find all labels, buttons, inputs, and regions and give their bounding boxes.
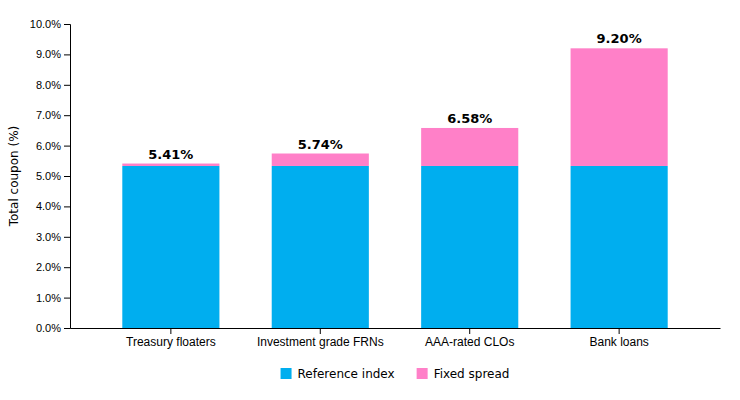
bar-segment <box>272 154 369 166</box>
y-tick-mark <box>64 237 70 238</box>
y-axis: 0.0% 1.0% 2.0% 3.0% 4.0% 5.0% 6.0% 7.0% 8.0% 9.0%… <box>30 18 71 334</box>
x-tick: Treasury floaters <box>126 328 216 349</box>
y-tick-label: 3.0% <box>36 231 61 243</box>
y-tick-mark <box>64 115 70 116</box>
y-tick: 1.0% <box>36 292 70 304</box>
y-tick-mark <box>64 267 70 268</box>
bar-series <box>122 166 667 328</box>
bar-segment <box>272 166 369 328</box>
bar-segment <box>122 164 219 166</box>
y-tick-mark <box>64 328 70 329</box>
legend-item: Fixed spread <box>417 367 510 381</box>
y-tick-mark <box>64 298 70 299</box>
y-tick: 10.0% <box>30 18 70 30</box>
y-tick-mark <box>64 146 70 147</box>
y-tick: 7.0% <box>36 109 70 121</box>
bar-segment <box>571 166 668 328</box>
y-tick-label: 0.0% <box>36 322 61 334</box>
total-label: 6.58% <box>447 111 492 126</box>
x-tick-mark <box>170 328 171 334</box>
y-tick-label: 8.0% <box>36 79 61 91</box>
y-tick-label: 5.0% <box>36 170 61 182</box>
y-tick-mark <box>64 206 70 207</box>
total-label: 5.74% <box>298 137 343 152</box>
total-labels: 5.41% 5.74% 6.58% 9.20% <box>148 31 641 161</box>
y-tick-mark <box>64 176 70 177</box>
y-tick-mark <box>64 24 70 25</box>
bar-series <box>122 48 667 166</box>
bar-segment <box>421 166 518 328</box>
y-tick-label: 1.0% <box>36 292 61 304</box>
chart: 0.0% 1.0% 2.0% 3.0% 4.0% 5.0% 6.0% 7.0% 8.0% 9.0%… <box>0 0 740 400</box>
x-axis-line <box>71 328 721 329</box>
x-tick: Investment grade FRNs <box>257 328 384 349</box>
legend-swatch <box>281 368 292 379</box>
bar-segment <box>421 128 518 166</box>
y-tick: 4.0% <box>36 200 70 212</box>
legend-label: Reference index <box>298 367 395 381</box>
legend-item: Reference index <box>281 367 395 381</box>
y-tick-label: 2.0% <box>36 261 61 273</box>
x-tick-mark <box>619 328 620 334</box>
y-axis-title: Total coupon (%) <box>7 126 21 228</box>
total-label: 9.20% <box>597 31 642 46</box>
x-tick-mark <box>469 328 470 334</box>
x-tick: AAA-rated CLOs <box>425 328 514 349</box>
plot: 0.0% 1.0% 2.0% 3.0% 4.0% 5.0% 6.0% 7.0% 8.0% 9.0%… <box>30 18 721 349</box>
y-tick-label: 7.0% <box>36 109 61 121</box>
bar-segment <box>122 166 219 328</box>
y-tick-label: 9.0% <box>36 48 61 60</box>
y-tick: 2.0% <box>36 261 70 273</box>
x-tick-label: Treasury floaters <box>126 335 216 349</box>
y-tick-label: 4.0% <box>36 200 61 212</box>
bars <box>122 48 667 328</box>
x-tick-label: AAA-rated CLOs <box>425 335 514 349</box>
x-tick: Bank loans <box>589 328 648 349</box>
legend-swatch <box>417 368 428 379</box>
y-tick: 3.0% <box>36 231 70 243</box>
x-tick-label: Investment grade FRNs <box>257 335 384 349</box>
x-tick-mark <box>320 328 321 334</box>
y-tick-mark <box>64 85 70 86</box>
y-tick: 0.0% <box>36 322 70 334</box>
x-axis: Treasury floaters Investment grade FRNs AA… <box>71 328 721 349</box>
y-tick-label: 6.0% <box>36 140 61 152</box>
y-tick-mark <box>64 54 70 55</box>
y-axis-line <box>64 25 71 329</box>
y-tick: 8.0% <box>36 79 70 91</box>
total-label: 5.41% <box>148 147 193 162</box>
y-tick: 5.0% <box>36 170 70 182</box>
y-tick-label: 10.0% <box>30 18 61 30</box>
y-tick: 6.0% <box>36 140 70 152</box>
bar-segment <box>571 48 668 166</box>
legend-label: Fixed spread <box>434 367 510 381</box>
legend: Reference index Fixed spread <box>281 367 510 381</box>
y-tick: 9.0% <box>36 48 70 60</box>
x-tick-label: Bank loans <box>589 335 648 349</box>
